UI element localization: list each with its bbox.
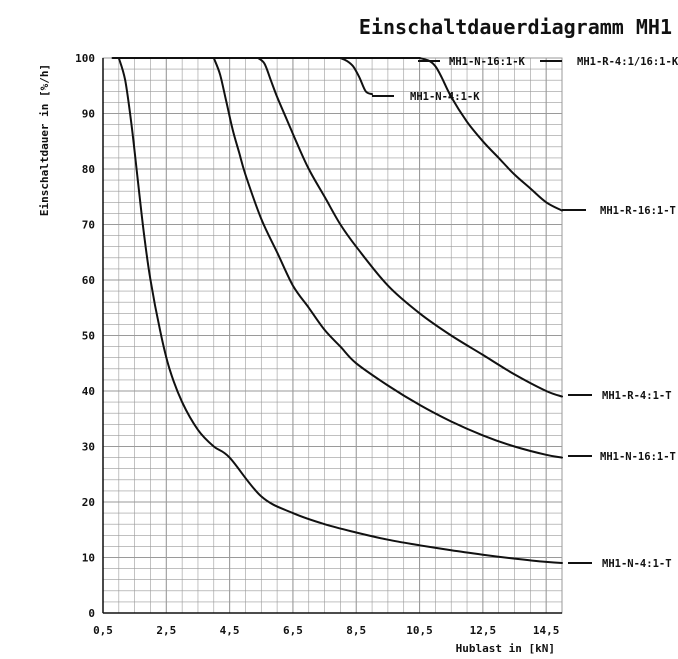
y-tick-label: 30 bbox=[82, 441, 95, 454]
x-axis-label: Hublast in [kN] bbox=[456, 642, 555, 655]
series-line-mh1-n-16-1-t bbox=[212, 57, 563, 459]
y-tick-labels: 0 10 20 30 40 50 60 70 80 90 100 bbox=[75, 52, 95, 620]
y-tick-label: 70 bbox=[82, 219, 95, 232]
x-tick-labels: 0,5 2,5 4,5 6,5 8,5 10,5 12,5 14,5 bbox=[93, 624, 559, 637]
x-tick-label: 14,5 bbox=[533, 624, 560, 637]
series-line-mh1-n-4-1-k bbox=[339, 57, 374, 96]
x-tick-label: 2,5 bbox=[156, 624, 176, 637]
y-tick-label: 40 bbox=[82, 385, 95, 398]
series-label-mh1-r-16-1-t: MH1-R-16:1-T bbox=[600, 205, 676, 217]
series-line-mh1-r-16-1-t bbox=[418, 57, 563, 212]
series-curves bbox=[111, 57, 563, 564]
y-tick-label: 100 bbox=[75, 52, 95, 65]
series-label-mh1-n-4-1-k: MH1-N-4:1-K bbox=[410, 91, 480, 103]
x-tick-label: 12,5 bbox=[470, 624, 497, 637]
series-label-mh1-n-16-1-t: MH1-N-16:1-T bbox=[600, 451, 676, 463]
series-labels: MH1-N-16:1-K MH1-R-4:1/16:1-K MH1-N-4:1-K M… bbox=[372, 56, 678, 570]
y-tick-label: 10 bbox=[82, 552, 95, 565]
y-tick-label: 20 bbox=[82, 496, 95, 509]
x-tick-label: 10,5 bbox=[406, 624, 433, 637]
series-line-mh1-n-4-1-t bbox=[117, 57, 563, 564]
series-label-mh1-n-16-1-k: MH1-N-16:1-K bbox=[449, 56, 526, 68]
y-tick-label: 0 bbox=[88, 607, 95, 620]
x-tick-label: 8,5 bbox=[346, 624, 366, 637]
series-label-mh1-r-4-1-16-1-k: MH1-R-4:1/16:1-K bbox=[577, 56, 678, 68]
y-tick-label: 50 bbox=[82, 330, 95, 343]
series-label-mh1-r-4-1-t: MH1-R-4:1-T bbox=[602, 390, 672, 402]
x-tick-label: 4,5 bbox=[220, 624, 240, 637]
y-tick-label: 60 bbox=[82, 274, 95, 287]
y-axis-label: Einschaltdauer in [%/h] bbox=[38, 64, 51, 216]
series-label-mh1-n-4-1-t: MH1-N-4:1-T bbox=[602, 558, 672, 570]
x-tick-label: 6,5 bbox=[283, 624, 303, 637]
series-line-mh1-r-4-1-t bbox=[257, 57, 563, 398]
chart-title: Einschaltdauerdiagramm MH1 bbox=[359, 15, 672, 39]
x-tick-label: 0,5 bbox=[93, 624, 113, 637]
y-tick-label: 90 bbox=[82, 108, 95, 121]
y-tick-label: 80 bbox=[82, 163, 95, 176]
grid bbox=[102, 57, 563, 614]
